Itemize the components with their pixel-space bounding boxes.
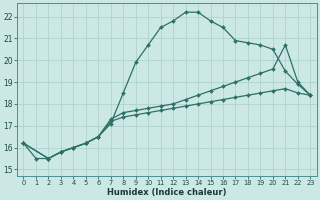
X-axis label: Humidex (Indice chaleur): Humidex (Indice chaleur)	[107, 188, 227, 197]
